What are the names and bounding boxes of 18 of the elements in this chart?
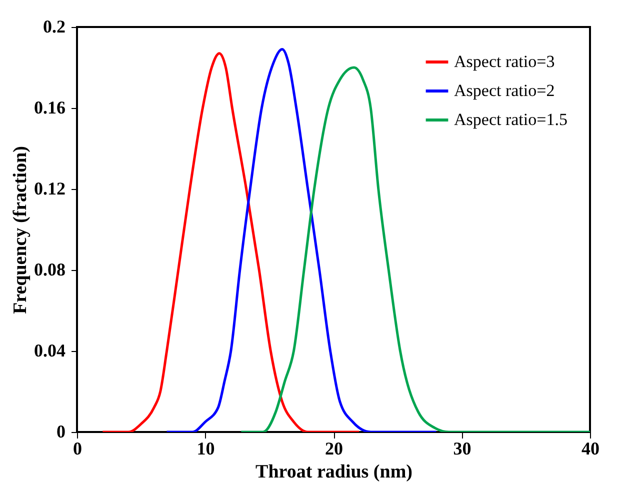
line-series (101, 52, 360, 432)
y-tick-label: 0.04 (34, 340, 66, 360)
x-tick-label: 0 (73, 438, 82, 458)
y-tick-label: 0.12 (34, 178, 66, 198)
y-tick-label: 0 (56, 422, 66, 442)
x-tick-label: 30 (453, 438, 472, 458)
x-tick-label: 20 (325, 438, 343, 458)
x-tick-label: 40 (582, 438, 600, 458)
y-axis-title: Frequency (fraction) (10, 146, 31, 314)
legend-label: Aspect ratio=2 (454, 81, 555, 100)
x-tick-label: 10 (196, 438, 215, 458)
legend-label: Aspect ratio=1.5 (454, 110, 568, 129)
y-tick-label: 0.16 (34, 98, 66, 118)
y-tick-label: 0.2 (43, 16, 66, 36)
y-tick-label: 0.08 (34, 260, 66, 280)
line-series (166, 48, 438, 432)
x-axis-title: Throat radius (nm) (256, 462, 412, 482)
legend-label: Aspect ratio=3 (454, 52, 555, 71)
